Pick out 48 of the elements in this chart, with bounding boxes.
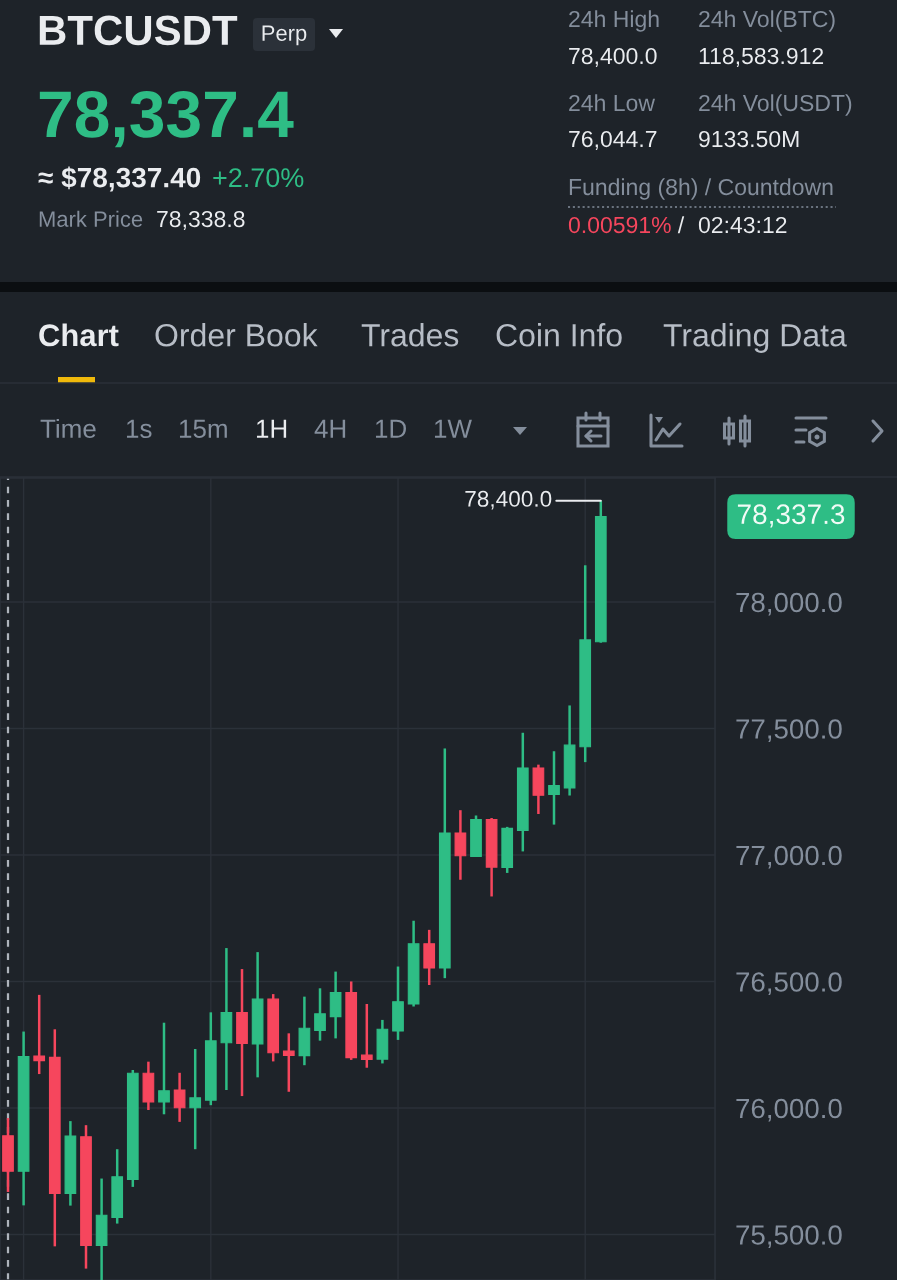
text: 24h High xyxy=(569,10,659,32)
y-tick-label: 76,500.0 xyxy=(736,972,842,996)
text: 24h Low xyxy=(569,94,656,112)
y-tick-label: 75,500.0 xyxy=(736,1225,842,1249)
text: 78,337.3 xyxy=(737,504,845,528)
text: Trading Data xyxy=(663,323,847,353)
text: 0.00591% xyxy=(568,216,671,234)
text: 1H xyxy=(256,419,287,438)
y-tick-label: 76,000.0 xyxy=(736,1098,842,1122)
text: 15m xyxy=(179,419,227,438)
text: 9133.50M xyxy=(699,130,799,148)
text: Mark Price xyxy=(39,210,143,227)
text: 02:43:12 xyxy=(698,216,787,234)
candlestick xyxy=(189,1047,202,1151)
text: ≈ $78,337.40 xyxy=(38,166,201,192)
candlestick xyxy=(173,1071,186,1124)
text: 1D xyxy=(375,419,406,438)
text: 1s xyxy=(126,419,152,438)
candlestick xyxy=(158,1021,170,1116)
y-tick-label: 77,500.0 xyxy=(736,719,842,743)
candlestick xyxy=(314,987,326,1042)
annotation: 78,400.0 xyxy=(465,490,552,510)
candlestick xyxy=(360,1002,373,1069)
text: / xyxy=(677,216,685,234)
text: +2.70% xyxy=(213,168,304,188)
text: 24h Vol(USDT) xyxy=(699,94,852,116)
candlestick xyxy=(454,808,467,882)
chart-title: BTCUSDT xyxy=(39,15,238,46)
candlestick xyxy=(548,749,560,826)
text: 118,583.912 xyxy=(699,47,824,67)
text: 78,338.8 xyxy=(157,210,245,230)
text: Funding (8h) / Countdown xyxy=(569,178,833,200)
y-tick-label: 78,000.0 xyxy=(736,592,842,616)
text: 4H xyxy=(314,419,346,438)
candlestick xyxy=(33,993,46,1076)
text: Coin Info xyxy=(496,323,622,347)
text: Chart xyxy=(39,323,119,347)
candlestick xyxy=(282,1032,295,1094)
text: 24h Vol(BTC) xyxy=(699,10,835,32)
text: Perp xyxy=(262,25,307,46)
y-tick-label: 77,000.0 xyxy=(736,845,842,869)
text: 1W xyxy=(434,419,472,438)
text: Order Book xyxy=(155,323,318,347)
text: Trades xyxy=(361,323,459,347)
text: 78,337.4 xyxy=(39,90,294,148)
text: 78,400.0 xyxy=(569,47,657,67)
text: 76,044.7 xyxy=(569,130,657,150)
text: Time xyxy=(40,418,96,438)
